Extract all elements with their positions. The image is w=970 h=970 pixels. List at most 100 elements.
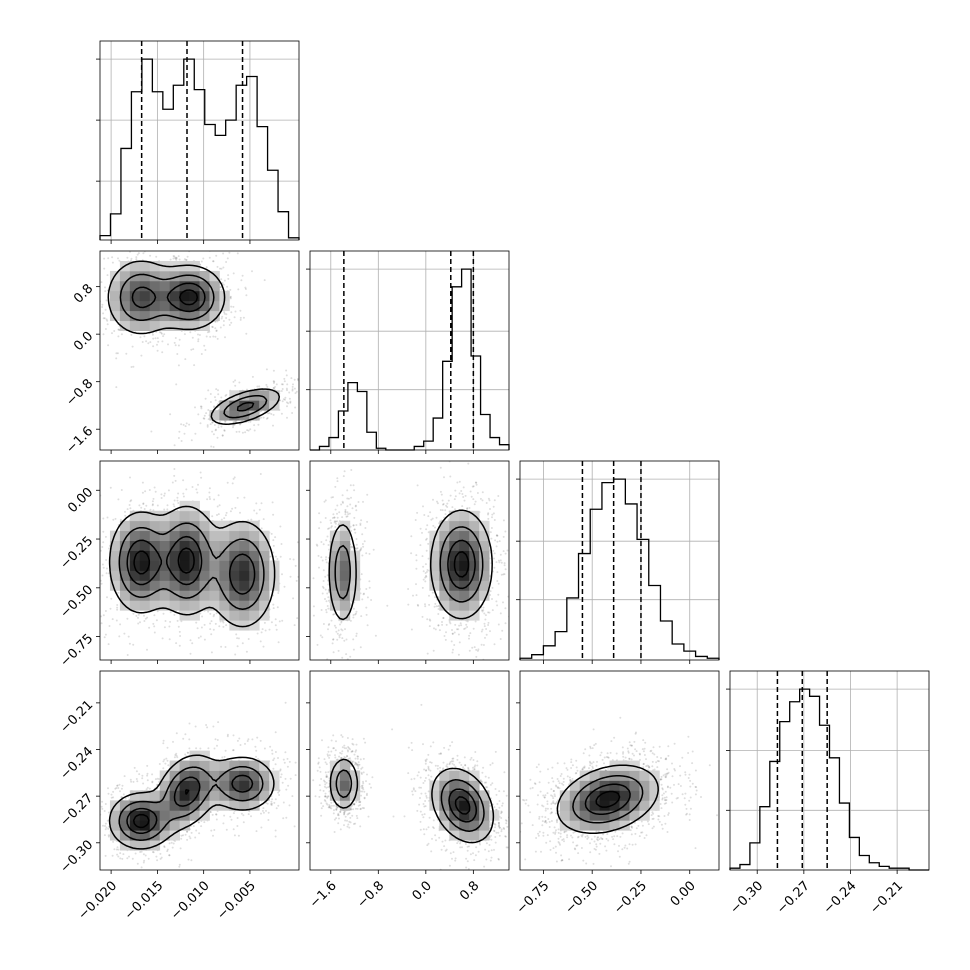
- density-cell: [459, 590, 470, 601]
- scatter-point: [427, 531, 430, 534]
- scatter-point: [472, 627, 475, 630]
- density-cell: [179, 290, 190, 302]
- scatter-point: [173, 341, 176, 344]
- scatter-point: [199, 635, 202, 638]
- scatter-point: [473, 503, 476, 506]
- scatter-point: [207, 409, 210, 411]
- scatter-point: [492, 512, 495, 515]
- scatter-point: [281, 400, 284, 403]
- scatter-point: [195, 488, 198, 491]
- scatter-point: [178, 258, 181, 261]
- scatter-point: [441, 621, 443, 623]
- histogram-step: [729, 688, 929, 871]
- scatter-point: [236, 645, 239, 648]
- density-cell: [469, 600, 480, 611]
- scatter-point: [213, 405, 216, 408]
- scatter-point: [197, 333, 199, 336]
- scatter-point: [220, 396, 223, 399]
- scatter-point: [458, 624, 461, 627]
- scatter-point: [316, 544, 319, 547]
- scatter-point: [117, 257, 119, 260]
- scatter-point: [458, 492, 461, 495]
- scatter-point: [359, 646, 362, 649]
- density-cell: [459, 510, 470, 522]
- scatter-point: [160, 332, 163, 335]
- scatter-point: [142, 252, 145, 255]
- scatter-point: [129, 251, 131, 253]
- scatter-point: [470, 495, 473, 498]
- scatter-point: [473, 646, 476, 649]
- scatter-point: [290, 377, 293, 380]
- scatter-point: [200, 476, 203, 479]
- scatter-point: [239, 423, 242, 426]
- scatter-point: [330, 619, 333, 622]
- density-cell: [209, 310, 220, 322]
- scatter-point: [139, 336, 142, 339]
- scatter-point: [129, 500, 132, 503]
- scatter-point: [232, 477, 235, 480]
- density-cell: [469, 580, 480, 591]
- scatter-point: [190, 439, 193, 442]
- scatter-point: [222, 266, 225, 269]
- scatter-point: [163, 492, 166, 495]
- scatter-point: [102, 566, 105, 569]
- density-cell: [449, 520, 460, 532]
- scatter-point: [234, 379, 237, 382]
- density-cell: [119, 590, 131, 601]
- density-cell: [239, 610, 250, 621]
- scatter-point: [510, 550, 512, 552]
- scatter-point: [466, 620, 469, 623]
- scatter-point: [353, 528, 356, 531]
- density-cell: [119, 320, 131, 331]
- scatter-point: [128, 504, 131, 506]
- scatter-point: [219, 286, 222, 289]
- density-cell: [339, 570, 351, 581]
- scatter-point: [468, 634, 471, 637]
- scatter-point: [441, 623, 444, 626]
- scatter-point: [495, 534, 498, 537]
- scatter-point: [355, 509, 358, 512]
- scatter-point: [489, 508, 491, 510]
- scatter-point: [88, 509, 90, 511]
- scatter-point: [167, 343, 169, 346]
- scatter-point: [189, 639, 192, 642]
- scatter-point: [225, 313, 228, 316]
- scatter-point: [225, 624, 228, 627]
- pair-frame: [309, 460, 510, 661]
- scatter-point: [211, 325, 214, 328]
- scatter-point: [171, 846, 174, 849]
- scatter-point: [57, 266, 59, 268]
- scatter-point: [209, 622, 212, 625]
- scatter-point: [177, 255, 180, 258]
- scatter-point: [198, 334, 201, 336]
- density-cell: [179, 540, 190, 551]
- scatter-point: [174, 257, 177, 260]
- scatter-point: [327, 607, 330, 610]
- density-cell: [149, 320, 161, 331]
- scatter-point: [152, 622, 155, 625]
- scatter-point: [117, 498, 120, 501]
- scatter-point: [295, 390, 298, 393]
- scatter-point: [324, 558, 327, 561]
- scatter-point: [491, 516, 493, 519]
- scatter-point: [502, 519, 505, 522]
- scatter-point: [356, 547, 359, 550]
- scatter-point: [431, 591, 434, 594]
- scatter-point: [296, 378, 299, 380]
- scatter-point: [421, 586, 424, 589]
- scatter-point: [330, 496, 333, 499]
- scatter-point: [206, 424, 209, 427]
- scatter-point: [221, 434, 224, 437]
- scatter-point: [316, 643, 319, 646]
- scatter-point: [416, 511, 419, 514]
- scatter-point: [100, 582, 103, 585]
- scatter-point: [484, 614, 487, 617]
- scatter-point: [466, 507, 469, 510]
- scatter-point: [312, 605, 315, 608]
- scatter-point: [184, 425, 187, 428]
- scatter-point: [104, 308, 107, 311]
- density-cell: [179, 530, 190, 541]
- scatter-point: [482, 644, 485, 646]
- density-cell: [159, 510, 171, 522]
- scatter-point: [410, 535, 413, 538]
